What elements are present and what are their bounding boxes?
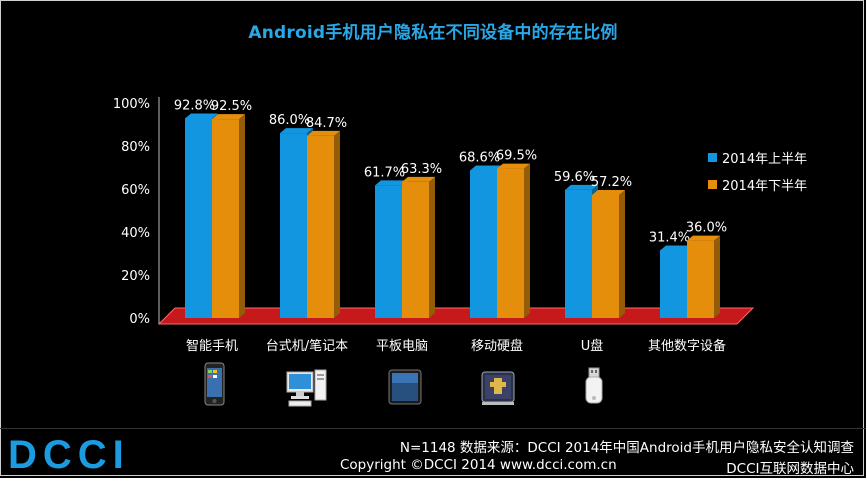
x-tick-label: 智能手机: [186, 339, 238, 354]
x-tick-label: 移动硬盘: [471, 338, 523, 354]
data-label: 63.3%: [401, 162, 442, 177]
bar: [470, 170, 497, 318]
bar-top: [375, 180, 408, 186]
footer-divider: [0, 428, 866, 429]
bar-top: [497, 163, 530, 169]
smartphone-icon: [204, 362, 225, 406]
bar: [280, 133, 307, 318]
external-hard-drive-icon: [481, 371, 515, 405]
data-label: 59.6%: [554, 170, 595, 185]
legend-label-h1: 2014年上半年: [722, 152, 808, 167]
bar: [687, 240, 714, 318]
bar-top: [307, 130, 340, 136]
device-icon-row: [0, 362, 866, 412]
legend-label-h2: 2014年下半年: [722, 179, 808, 194]
bar: [402, 181, 429, 318]
y-tick-label: 80%: [121, 140, 150, 155]
x-tick-label: 台式机/笔记本: [266, 338, 348, 354]
bar-side: [334, 130, 340, 318]
x-tick-label: 平板电脑: [376, 339, 428, 354]
desktop-computer-icon: [286, 369, 327, 407]
bar-top: [470, 165, 503, 171]
tablet-icon: [388, 369, 422, 405]
bar-side: [239, 114, 245, 318]
x-tick-label: 其他数字设备: [648, 338, 726, 354]
footer-organization: DCCI互联网数据中心: [726, 461, 854, 477]
y-tick-label: 40%: [121, 226, 150, 241]
footer-source-line: N=1148 数据来源：DCCI 2014年中国Android手机用户隐私安全认…: [399, 440, 854, 456]
bar-top: [565, 184, 598, 190]
data-label: 86.0%: [269, 113, 310, 128]
dcci-logo: DCCI: [8, 434, 130, 474]
bar-top: [185, 113, 218, 119]
y-tick-label: 20%: [121, 269, 150, 284]
data-label: 84.7%: [306, 116, 347, 131]
bar-top: [280, 128, 313, 134]
bar-top: [212, 114, 245, 120]
data-label: 92.8%: [174, 98, 215, 113]
bar: [212, 119, 239, 318]
bar: [307, 135, 334, 318]
logo-text: DCCI: [8, 434, 130, 474]
data-label: 36.0%: [686, 221, 727, 236]
bar: [565, 189, 592, 318]
bar-side: [714, 235, 720, 318]
data-label: 68.6%: [459, 151, 500, 166]
bar-top: [592, 190, 625, 196]
data-label: 61.7%: [364, 165, 405, 180]
bar-top: [660, 245, 693, 251]
y-tick-label: 60%: [121, 183, 150, 198]
footer-copyright: Copyright ©DCCI 2014 www.dcci.com.cn: [340, 457, 617, 473]
bar-side: [429, 176, 435, 318]
data-label: 69.5%: [496, 149, 537, 164]
chart-title: Android手机用户隐私在不同设备中的存在比例: [248, 23, 618, 43]
bar-side: [619, 190, 625, 318]
usb-drive-icon: [585, 367, 603, 404]
bar-top: [402, 176, 435, 182]
x-tick-label: U盘: [581, 338, 604, 354]
legend-swatch-h1: [708, 153, 717, 162]
bar-top: [687, 235, 720, 241]
bar: [660, 250, 687, 318]
y-tick-label: 100%: [113, 97, 150, 112]
bar-side: [524, 163, 530, 318]
data-label: 92.5%: [211, 99, 252, 114]
bar: [497, 168, 524, 318]
data-label: 31.4%: [649, 230, 690, 245]
y-tick-label: 0%: [129, 312, 150, 327]
legend-item-h2: 2014年下半年: [708, 175, 807, 194]
legend-swatch-h2: [708, 180, 717, 189]
bar: [592, 195, 619, 318]
legend: 2014年上半年 2014年下半年: [708, 148, 807, 202]
data-label: 57.2%: [591, 175, 632, 190]
bar: [185, 118, 212, 318]
legend-item-h1: 2014年上半年: [708, 148, 807, 167]
bar: [375, 185, 402, 318]
